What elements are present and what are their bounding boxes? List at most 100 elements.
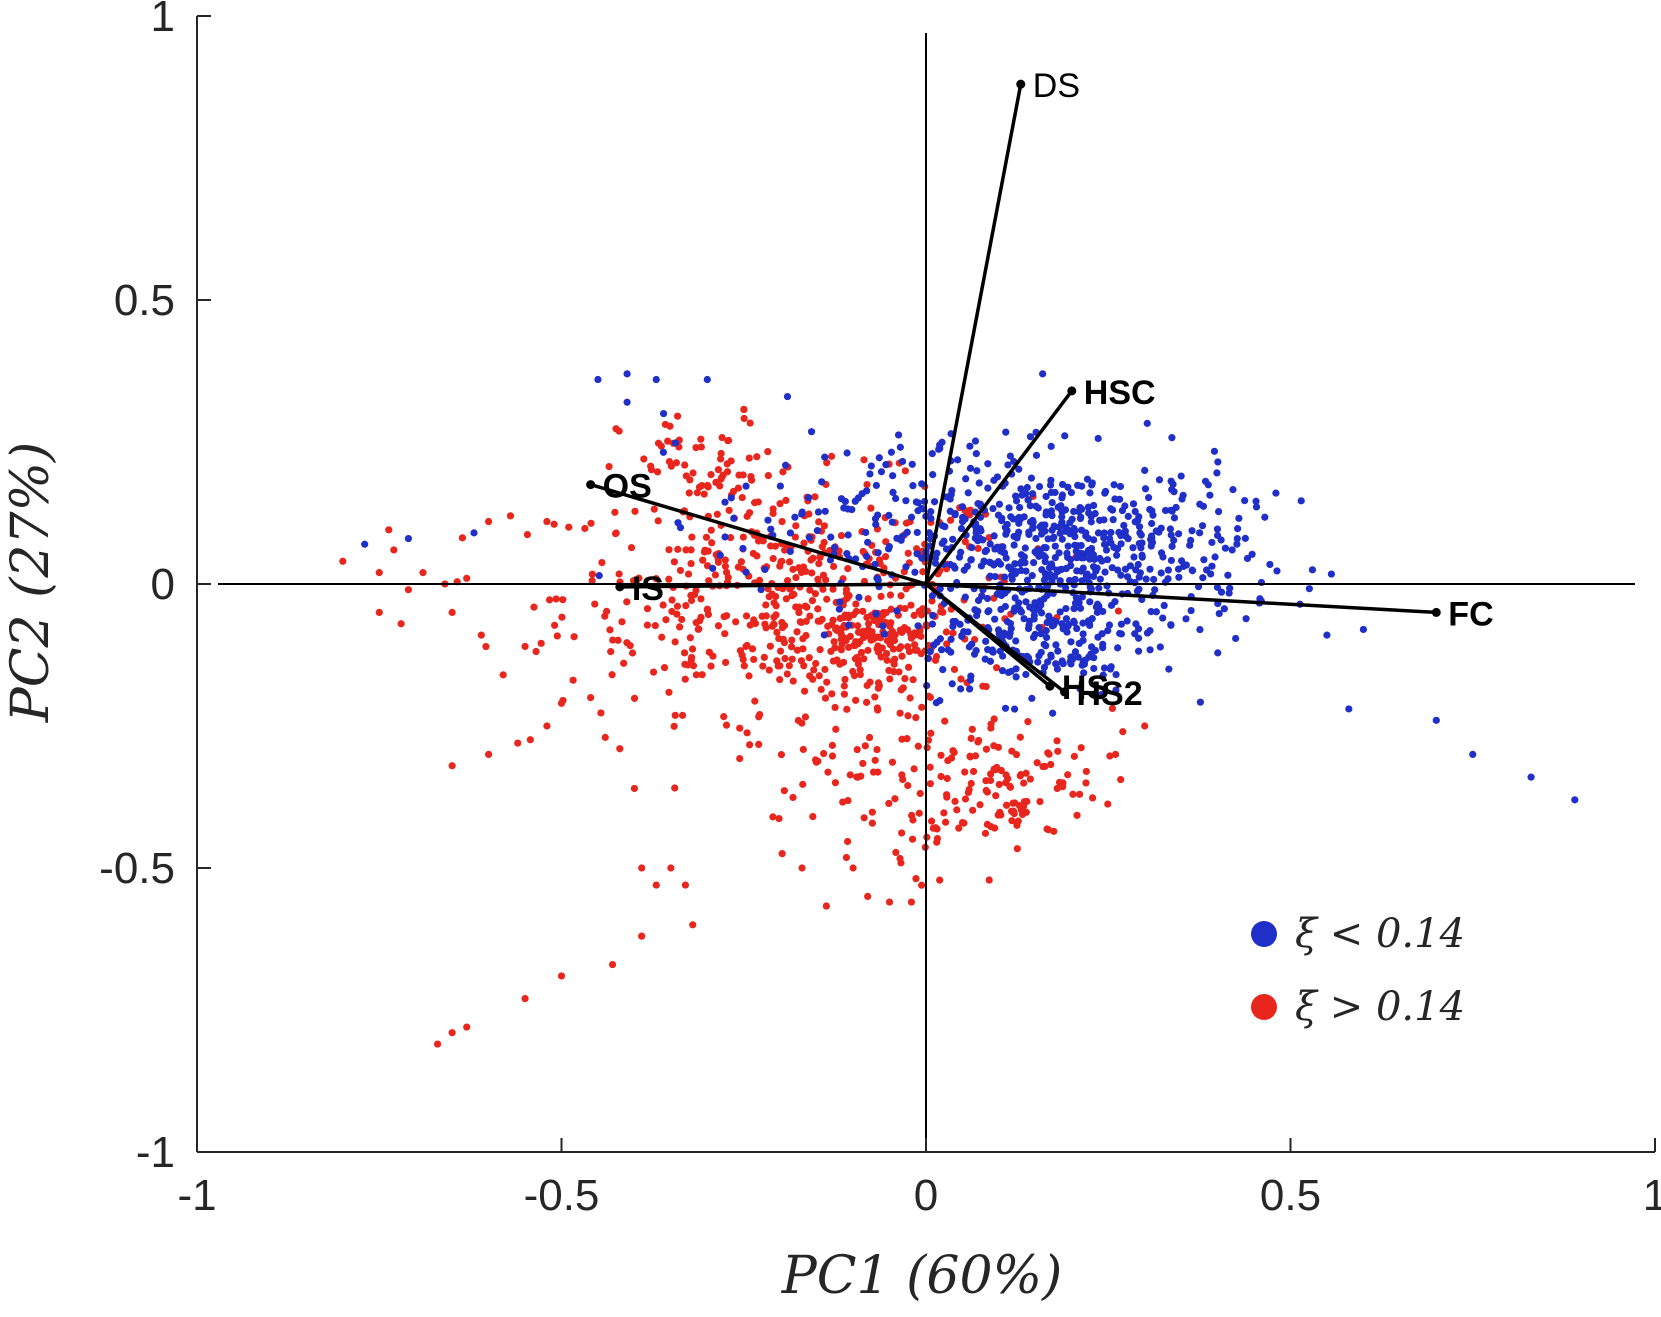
data-point: [1042, 642, 1050, 650]
data-point: [1112, 686, 1120, 694]
data-point: [896, 709, 904, 717]
legend-label-blue: ξ < 0.14: [1295, 911, 1465, 957]
data-point: [1041, 558, 1049, 566]
data-point: [737, 558, 746, 566]
data-point: [1248, 550, 1256, 558]
data-point: [1114, 644, 1122, 652]
data-point: [1213, 531, 1222, 540]
data-point: [1054, 647, 1062, 655]
data-point: [1082, 767, 1090, 776]
data-point: [1100, 516, 1108, 524]
data-point: [814, 605, 822, 613]
data-point: [724, 436, 733, 445]
data-point: [1107, 663, 1115, 671]
data-point: [875, 682, 883, 690]
data-point: [928, 817, 936, 825]
data-point: [665, 575, 673, 583]
data-point: [1017, 566, 1025, 575]
data-point: [869, 768, 878, 776]
data-point: [1067, 489, 1075, 497]
data-point: [783, 670, 791, 678]
data-point: [901, 604, 909, 613]
data-point: [1074, 481, 1082, 489]
data-point: [1124, 512, 1132, 521]
data-point: [821, 453, 829, 461]
data-point: [961, 795, 970, 803]
data-point: [896, 626, 904, 634]
loading-endpoint: [1067, 386, 1077, 396]
data-point: [678, 711, 687, 719]
data-point: [917, 650, 925, 658]
data-point: [986, 657, 995, 665]
data-point: [983, 788, 992, 796]
data-point: [874, 549, 882, 557]
data-point: [872, 610, 880, 618]
data-point: [692, 444, 700, 452]
data-point: [1160, 601, 1168, 610]
data-point: [948, 486, 956, 495]
data-point: [805, 654, 813, 662]
data-point: [820, 522, 829, 530]
data-point: [986, 572, 994, 580]
loading-endpoint: [1060, 687, 1070, 697]
data-point: [982, 745, 991, 753]
data-point: [1359, 625, 1367, 634]
data-point: [1034, 658, 1042, 666]
data-point: [785, 558, 794, 566]
data-point: [810, 666, 818, 674]
data-point: [942, 545, 951, 553]
x-tick-label: 0.5: [1260, 1171, 1321, 1220]
data-point: [1075, 790, 1084, 798]
x-tick-label: 0: [914, 1171, 938, 1220]
data-point: [853, 653, 861, 662]
data-point: [986, 558, 994, 566]
y-tick-label: 1: [151, 0, 175, 41]
data-point: [941, 523, 949, 531]
data-point: [1099, 640, 1107, 648]
data-point: [682, 546, 690, 554]
data-point: [721, 533, 729, 541]
data-point: [764, 516, 772, 524]
data-point: [1084, 534, 1093, 543]
data-point: [1188, 567, 1197, 575]
data-point: [879, 622, 887, 630]
data-point: [1041, 762, 1049, 771]
data-point: [969, 767, 978, 776]
data-point: [1010, 541, 1018, 549]
data-point: [1001, 704, 1010, 712]
data-point: [1082, 571, 1090, 580]
data-point: [1066, 530, 1074, 538]
data-point: [623, 370, 631, 378]
data-point: [840, 690, 848, 698]
data-point: [909, 482, 917, 490]
data-point: [845, 614, 853, 622]
data-point: [984, 460, 992, 468]
data-point: [1241, 534, 1249, 542]
data-point: [557, 699, 566, 707]
data-point: [1100, 664, 1109, 672]
data-point: [1020, 615, 1028, 623]
data-point: [798, 719, 806, 727]
data-point: [477, 631, 485, 639]
data-point: [844, 837, 852, 846]
data-point: [1011, 560, 1019, 568]
data-point: [1252, 503, 1261, 511]
data-point: [852, 555, 860, 563]
data-point: [793, 646, 801, 654]
data-point: [936, 444, 944, 452]
data-point: [1200, 556, 1208, 564]
data-point: [782, 595, 790, 603]
data-point: [1049, 709, 1057, 717]
data-point: [1078, 554, 1086, 562]
data-point: [899, 684, 907, 692]
data-point: [1070, 752, 1078, 760]
legend-marker-red: [1251, 994, 1277, 1020]
data-point: [894, 431, 903, 439]
data-point: [844, 531, 852, 539]
data-point: [1297, 497, 1305, 505]
data-point: [890, 668, 898, 676]
data-point: [1131, 507, 1139, 516]
data-point: [885, 511, 893, 519]
data-point: [1008, 817, 1016, 825]
data-point: [821, 507, 829, 515]
